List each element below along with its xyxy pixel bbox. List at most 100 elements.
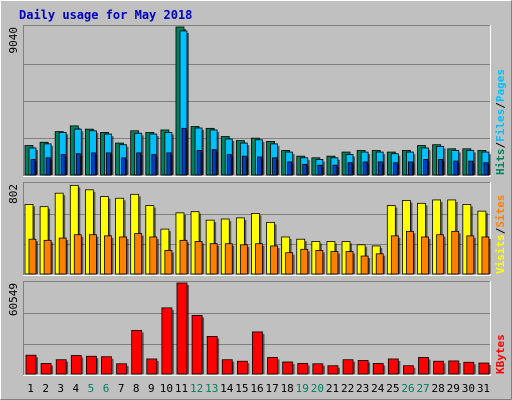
x-tick-label: 8 xyxy=(133,382,140,395)
x-tick-label: 2 xyxy=(42,382,49,395)
bar-kbytes-day-22 xyxy=(342,359,356,375)
x-tick-label: 10 xyxy=(160,382,173,395)
bar-kbytes-day-5 xyxy=(85,355,99,375)
bar-kbytes-day-19 xyxy=(297,363,310,375)
legend-entry: / xyxy=(494,227,507,234)
bar-pages-day-1 xyxy=(30,159,37,176)
bar-kbytes-day-10 xyxy=(161,307,174,375)
bar-pages-day-9 xyxy=(151,154,158,176)
x-tick-label: 15 xyxy=(235,382,248,395)
bar-sites-day-20 xyxy=(315,250,325,275)
bar-kbytes-day-16 xyxy=(252,331,265,375)
bar-kbytes-day-21 xyxy=(327,365,340,375)
bar-pages-day-26 xyxy=(408,161,415,176)
bar-pages-day-10 xyxy=(166,152,173,176)
bar-sites-day-13 xyxy=(209,243,220,275)
bar-sites-day-26 xyxy=(406,230,416,275)
bar-sites-day-29 xyxy=(451,230,461,275)
x-tick-label: 18 xyxy=(281,382,294,395)
bar-pages-day-14 xyxy=(226,154,234,176)
legend-label: Hits/Files/Pages xyxy=(494,69,507,175)
legend-entry: Pages xyxy=(494,69,507,102)
legend-entry: KBytes xyxy=(494,334,507,374)
bar-sites-day-28 xyxy=(436,234,446,275)
x-tick-label: 23 xyxy=(356,382,369,395)
bar-sites-day-1 xyxy=(28,238,38,275)
chart-title: Daily usage for May 2018 xyxy=(19,8,192,22)
x-tick-label: 20 xyxy=(311,382,324,395)
x-tick-label: 7 xyxy=(118,382,125,395)
bar-kbytes-day-7 xyxy=(116,363,129,375)
bar-sites-day-16 xyxy=(255,243,265,275)
x-tick-label: 1 xyxy=(27,382,34,395)
y-max-label: 802 xyxy=(7,184,20,204)
bar-sites-day-14 xyxy=(224,243,235,275)
y-max-label: 60549 xyxy=(7,283,20,316)
x-tick-label: 21 xyxy=(326,382,339,395)
x-tick-label: 4 xyxy=(73,382,80,395)
bar-kbytes-day-27 xyxy=(418,357,431,375)
bar-kbytes-day-24 xyxy=(372,363,386,375)
bar-sites-day-5 xyxy=(88,234,99,275)
bar-sites-day-22 xyxy=(345,251,356,275)
legend-entry: Sites xyxy=(494,195,507,228)
bar-sites-day-7 xyxy=(119,236,129,275)
panel-visits-sites: 802 Visits/Sites xyxy=(7,182,507,276)
x-axis-labels: 1 2 3 4 5 6 7 8 9 10 11 12 13 14 15 16 17 18 19 20 21 22 23 24 2… xyxy=(27,382,490,395)
bar-sites-day-11 xyxy=(179,239,189,275)
x-tick-label: 27 xyxy=(416,382,429,395)
bar-pages-day-29 xyxy=(453,160,460,176)
bar-kbytes-day-25 xyxy=(387,358,401,375)
legend-entry: / xyxy=(494,102,507,109)
bar-sites-day-17 xyxy=(270,245,280,275)
bar-kbytes-day-13 xyxy=(206,336,220,375)
bar-pages-day-20 xyxy=(317,164,324,176)
x-tick-label: 12 xyxy=(190,382,203,395)
bar-pages-day-13 xyxy=(211,149,219,176)
bar-sites-day-30 xyxy=(466,235,476,275)
x-tick-label: 13 xyxy=(205,382,218,395)
legend-label: Visits/Sites xyxy=(494,195,507,275)
bar-pages-day-21 xyxy=(332,164,339,176)
bar-pages-day-16 xyxy=(257,156,264,176)
bar-pages-day-25 xyxy=(392,162,400,176)
bar-kbytes-day-3 xyxy=(55,359,69,375)
bar-kbytes-day-9 xyxy=(146,358,159,375)
legend-entry: / xyxy=(494,142,507,149)
bar-sites-day-2 xyxy=(43,239,54,275)
bar-kbytes-day-31 xyxy=(478,362,491,375)
bar-sites-day-23 xyxy=(360,255,371,275)
x-tick-label: 25 xyxy=(386,382,399,395)
bar-kbytes-day-6 xyxy=(101,356,114,375)
x-tick-label: 14 xyxy=(220,382,234,395)
bar-kbytes-day-30 xyxy=(463,361,476,375)
x-tick-label: 26 xyxy=(401,382,414,395)
bar-sites-day-21 xyxy=(330,251,340,275)
bar-sites-day-24 xyxy=(375,253,386,275)
panel-kbytes: 60549 KBytes xyxy=(7,281,507,376)
x-tick-label: 22 xyxy=(341,382,354,395)
bar-kbytes-day-8 xyxy=(131,330,144,375)
bar-kbytes-day-12 xyxy=(191,314,205,375)
bar-pages-day-3 xyxy=(60,154,68,176)
bar-pages-day-24 xyxy=(377,161,385,176)
x-tick-label: 16 xyxy=(250,382,263,395)
bar-pages-day-31 xyxy=(483,162,490,176)
bar-kbytes-day-23 xyxy=(357,360,371,375)
bar-sites-day-8 xyxy=(134,233,144,275)
bar-kbytes-day-20 xyxy=(312,363,325,375)
bar-pages-day-8 xyxy=(136,152,143,176)
bar-kbytes-day-28 xyxy=(433,360,446,375)
bar-kbytes-day-17 xyxy=(267,357,280,375)
bar-sites-day-9 xyxy=(149,236,159,275)
x-tick-label: 28 xyxy=(432,382,445,395)
bar-kbytes-day-2 xyxy=(40,363,54,375)
bar-kbytes-day-4 xyxy=(70,355,84,375)
bar-sites-day-31 xyxy=(481,236,491,275)
bar-pages-day-27 xyxy=(423,159,430,176)
bar-pages-day-2 xyxy=(45,157,53,176)
bar-sites-day-25 xyxy=(390,235,401,275)
